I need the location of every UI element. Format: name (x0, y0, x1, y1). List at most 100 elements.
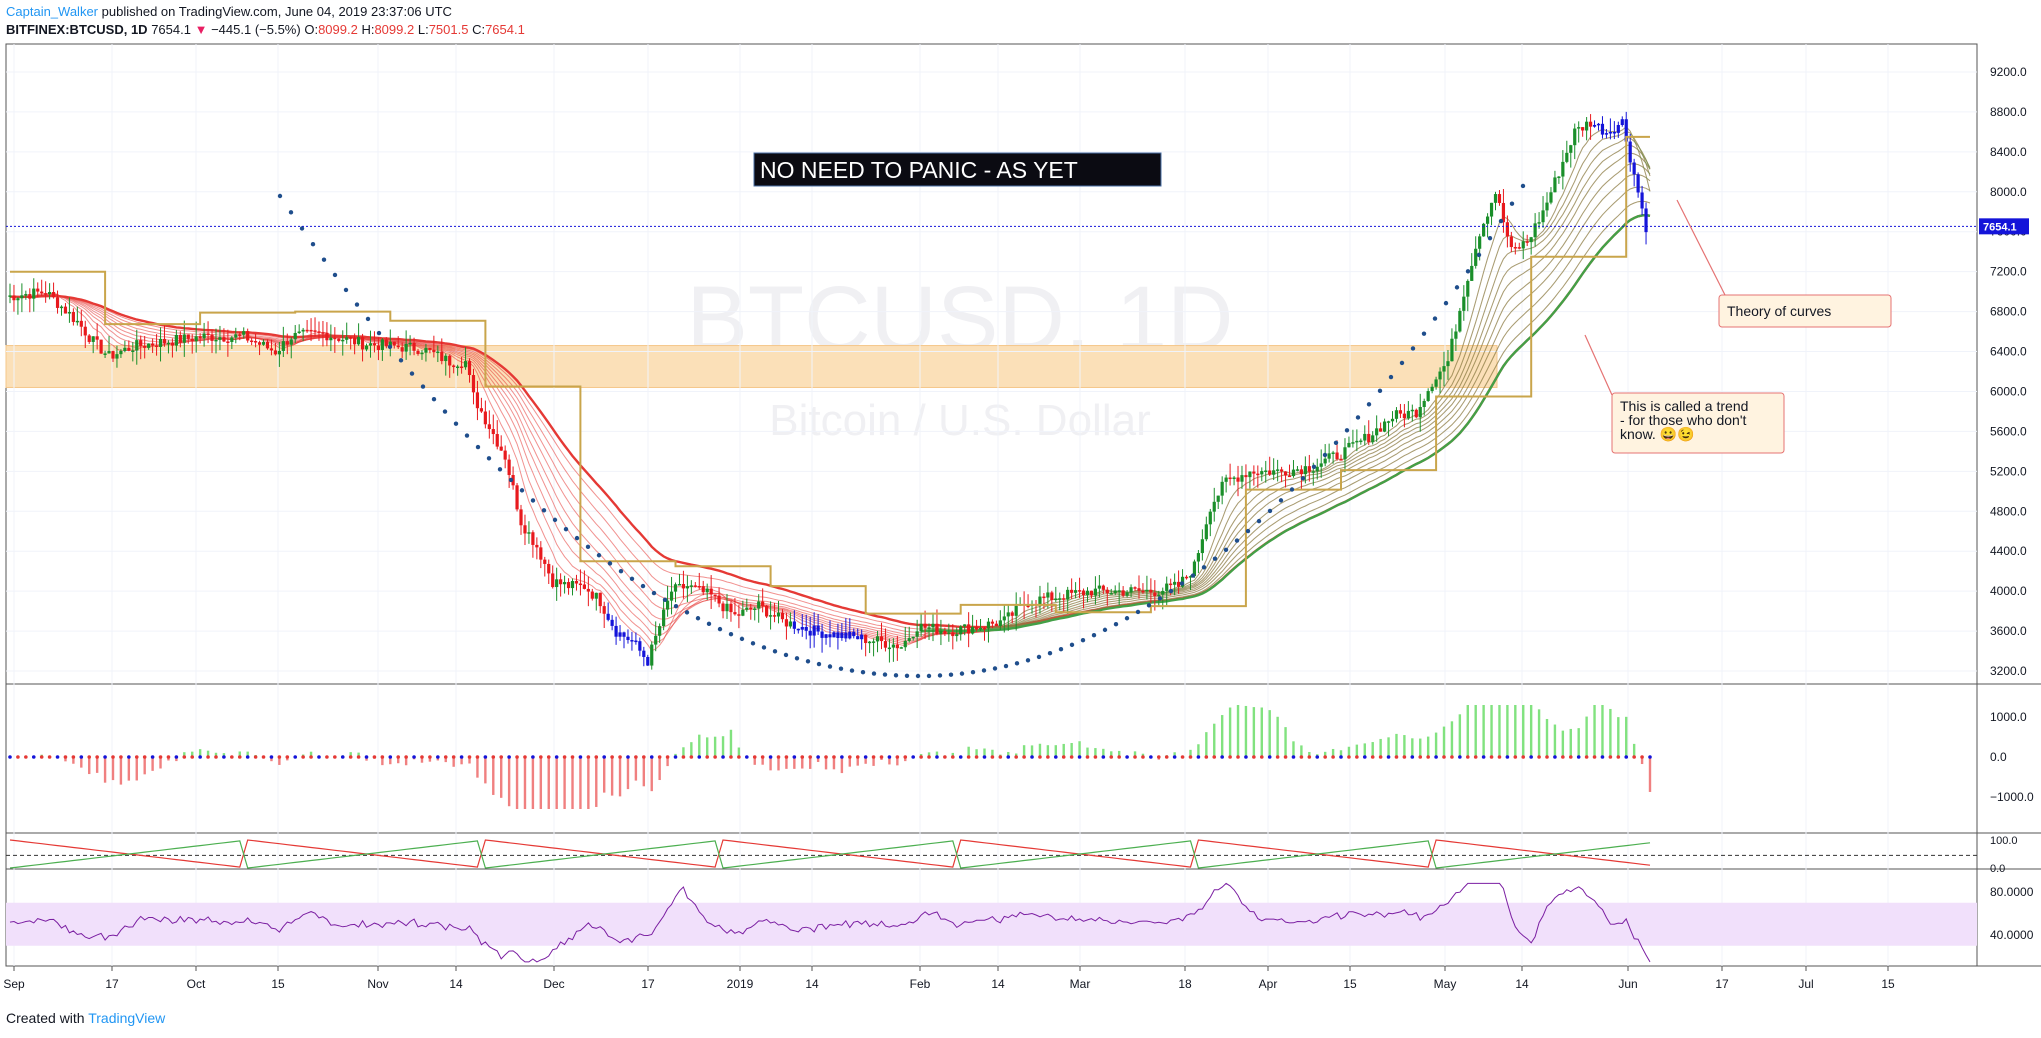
candle-body (289, 339, 293, 345)
zero-dot (428, 755, 432, 759)
candle-body (412, 342, 416, 351)
zero-dot (1046, 755, 1050, 759)
zero-dot (1616, 755, 1621, 759)
note-trend-line1: This is called a trend (1620, 398, 1748, 414)
curve-dot (376, 330, 382, 336)
hist-bar (666, 757, 669, 767)
zero-dot (871, 755, 876, 759)
candle-body (269, 348, 274, 351)
curve-dot (398, 358, 404, 363)
callout-box[interactable] (753, 152, 1162, 187)
zero-dot (760, 755, 765, 759)
hist-bar (1117, 750, 1121, 757)
candle-body (978, 627, 983, 630)
time-tick-label: Apr (1259, 977, 1278, 991)
candle-body (1220, 481, 1224, 496)
candle-body (1319, 463, 1323, 467)
hist-bar (1236, 705, 1240, 757)
hist-bar (1640, 757, 1644, 765)
hist-bar (848, 757, 852, 767)
candle-body (749, 607, 753, 610)
candle-body (305, 329, 309, 332)
candle-body (669, 591, 674, 601)
author-link[interactable]: Captain_Walker (6, 4, 99, 19)
note-curves-box[interactable] (1718, 294, 1892, 328)
curve-dot (464, 433, 470, 438)
zero-dot (1109, 755, 1114, 759)
zero-dot (87, 755, 92, 759)
zero-dot (800, 755, 805, 759)
candle-body (123, 347, 127, 351)
candle-body (745, 607, 749, 610)
zero-dot (689, 755, 694, 759)
zero-dot (832, 755, 836, 759)
candle-body (384, 339, 388, 347)
curve-dot (475, 444, 481, 450)
curve-dot (1058, 647, 1064, 652)
candle-body (1339, 459, 1343, 461)
curve-dot (607, 561, 613, 566)
hist-bar (1648, 757, 1652, 792)
note-trend-box[interactable] (1611, 392, 1785, 454)
zero-dot (1291, 755, 1296, 759)
curve-dot (794, 656, 800, 661)
curve-dot (1289, 487, 1295, 492)
candle-body (333, 337, 337, 340)
ema-up-line (921, 152, 1651, 632)
zero-dot (364, 755, 369, 759)
candle-body (479, 408, 484, 412)
tradingview-logo-link[interactable]: TradingView (88, 1010, 166, 1026)
candle-body (610, 619, 614, 626)
candle-body (170, 342, 175, 346)
candle-body (424, 347, 428, 353)
candle-body (927, 627, 931, 629)
candle-body (804, 626, 808, 631)
curve-dot (409, 371, 415, 376)
hist-bar (1442, 726, 1446, 757)
zero-dot (1259, 755, 1264, 759)
candle-body (911, 636, 915, 639)
close-label: C: (472, 22, 486, 37)
candle-body (1188, 576, 1193, 578)
hist-bar (1244, 705, 1248, 757)
watermark-name: Bitcoin / U.S. Dollar (769, 396, 1150, 445)
zero-dot (1521, 755, 1526, 759)
hist-bar (88, 757, 91, 775)
candle-body (1406, 410, 1410, 419)
zero-dot (1093, 755, 1098, 759)
zero-dot (309, 755, 313, 759)
candle-body (974, 626, 979, 630)
zero-dot (174, 755, 179, 759)
zero-dot (1006, 755, 1011, 759)
candle-body (1371, 435, 1375, 443)
candle-body (650, 644, 654, 666)
candle-body (915, 631, 919, 637)
candle-body (590, 591, 594, 599)
zero-dot (222, 755, 226, 759)
hist-bar (1070, 742, 1073, 757)
candle-body (495, 434, 499, 447)
candle-body (535, 544, 539, 548)
candle-body (602, 606, 606, 614)
candle-body (574, 580, 579, 584)
candle-body (1513, 247, 1517, 249)
candle-body (705, 588, 709, 593)
zero-dot (111, 755, 115, 759)
candle-body (963, 624, 967, 627)
hist-bar (1133, 751, 1137, 757)
curve-dot (1432, 316, 1438, 321)
candle-body (1363, 433, 1367, 441)
osc-axis-label: 100.0 (1990, 835, 2018, 847)
curve-dot (1036, 654, 1042, 660)
candle-body (139, 340, 143, 346)
candle-body (768, 615, 773, 617)
time-tick-label: Jun (1618, 977, 1637, 991)
curve-dot (1179, 581, 1185, 586)
hist-bar (1094, 748, 1097, 757)
candle-body (1050, 592, 1054, 601)
hist-bar (603, 757, 606, 793)
zero-dot (1077, 755, 1082, 759)
time-tick-label: 15 (1881, 977, 1895, 991)
candle-body (598, 592, 602, 607)
